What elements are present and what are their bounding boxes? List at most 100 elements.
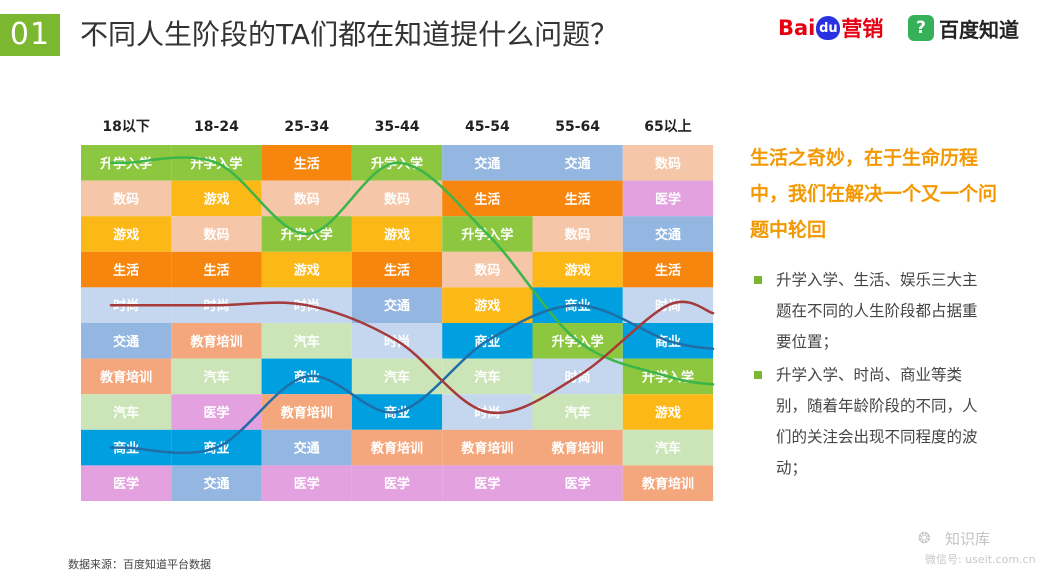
cell-label: 汽车: [384, 369, 410, 385]
cell-label: 生活: [565, 191, 591, 207]
logo-zhidao-text: 百度知道: [939, 17, 1019, 42]
table-cell: [261, 465, 352, 501]
cell-label: 数码: [384, 191, 410, 207]
table-cell: [261, 180, 352, 217]
cell-label: 教育培训: [551, 441, 604, 457]
wechat-icon: ❂: [918, 529, 931, 547]
table-cell: [622, 216, 714, 252]
table-cell: [532, 394, 623, 430]
cell-label: 游戏: [565, 263, 591, 279]
cell-label: 教育培训: [99, 369, 152, 385]
page-title: 不同人生阶段的TA们都在知道提什么问题？: [80, 18, 619, 51]
bullet-item: 升学入学、生活、娱乐三大主题在不同的人生阶段都占据重要位置；: [754, 265, 984, 358]
section-number-badge: 01: [0, 14, 60, 56]
column-header: 18以下: [102, 119, 149, 135]
cell-label: 数码: [294, 191, 320, 207]
cell-label: 医学: [384, 476, 410, 492]
trend-line: [109, 300, 715, 415]
watermark-id: 微信号: useit.com.cn: [925, 553, 1036, 566]
table-cell: [532, 251, 623, 288]
table-cell: [622, 251, 714, 288]
cell-label: 交通: [565, 156, 591, 172]
table-cell: [442, 180, 533, 217]
cell-label: 教育培训: [460, 441, 513, 457]
cell-label: 交通: [203, 476, 229, 492]
table-cell: [532, 180, 623, 217]
cell-label: 生活: [474, 191, 500, 207]
cell-label: 交通: [384, 298, 410, 314]
table-cell: [622, 429, 714, 466]
cell-label: 教育培训: [189, 334, 242, 350]
question-mark-icon: ?: [908, 15, 934, 41]
cell-label: 生活: [655, 263, 681, 279]
table-cell: [351, 429, 443, 466]
trend-line: [109, 156, 715, 386]
cell-label: 生活: [113, 263, 139, 279]
cell-label: 医学: [203, 405, 229, 421]
table-cell: [442, 287, 533, 323]
table-cell: [261, 394, 352, 430]
table-cell: [532, 216, 623, 252]
cell-label: 游戏: [384, 227, 410, 243]
watermark-name: 知识库: [945, 530, 991, 548]
table-cell: [351, 465, 443, 501]
cell-label: 生活: [294, 156, 320, 172]
table-cell: [81, 394, 172, 430]
table-cell: [622, 465, 714, 501]
cell-label: 交通: [294, 441, 320, 457]
table-cell: [261, 429, 352, 466]
table-cell: [171, 251, 262, 288]
logo-paw-icon: du: [816, 16, 841, 40]
column-header: 25-34: [284, 119, 329, 135]
table-cell: [171, 216, 262, 252]
cell-label: 游戏: [655, 405, 681, 421]
cell-label: 汽车: [655, 441, 681, 457]
table-cell: [261, 251, 352, 288]
cell-label: 数码: [655, 156, 681, 172]
logo-bai-text: Bai: [778, 16, 816, 40]
baidu-zhidao-logo: ? 百度知道: [908, 10, 1019, 46]
bullet-square-icon: [754, 371, 762, 379]
sidebar-bullet-list: 升学入学、生活、娱乐三大主题在不同的人生阶段都占据重要位置； 升学入学、时尚、商…: [754, 265, 984, 486]
table-cell: [171, 465, 262, 501]
logo-marketing-text: 营销: [841, 17, 884, 41]
table-cell: [532, 145, 623, 181]
cell-label: 数码: [113, 191, 139, 207]
cell-label: 医学: [655, 191, 681, 207]
cell-label: 游戏: [203, 191, 229, 207]
table-cell: [81, 180, 172, 217]
bullet-text: 升学入学、时尚、商业等类别，随着年龄阶段的不同，人们的关注会出现不同程度的波动；: [776, 366, 978, 477]
bullet-text: 升学入学、生活、娱乐三大主题在不同的人生阶段都占据重要位置；: [776, 271, 978, 351]
cell-label: 汽车: [203, 369, 229, 385]
table-cell: [171, 358, 262, 395]
table-cell: [81, 358, 172, 395]
bullet-item: 升学入学、时尚、商业等类别，随着年龄阶段的不同，人们的关注会出现不同程度的波动；: [754, 360, 984, 484]
table-cell: [81, 465, 172, 501]
cell-label: 生活: [384, 263, 410, 279]
table-cell: [442, 429, 533, 466]
table-cell: [351, 216, 443, 252]
table-cell: [532, 465, 623, 501]
table-cell: [81, 323, 172, 359]
baidu-marketing-logo: Bai du 营销: [778, 8, 883, 48]
cell-label: 游戏: [113, 227, 139, 243]
cell-label: 医学: [294, 476, 320, 492]
cell-label: 汽车: [565, 405, 591, 421]
data-source-note: 数据来源：百度知道平台数据: [68, 558, 211, 571]
column-header: 45-54: [465, 119, 510, 135]
table-cell: [81, 251, 172, 288]
column-header: 65以上: [644, 119, 691, 135]
cell-label: 医学: [113, 476, 139, 492]
table-cell: [622, 394, 714, 430]
cell-label: 医学: [474, 476, 500, 492]
cell-label: 医学: [565, 476, 591, 492]
table-cell: [261, 323, 352, 359]
table-cell: [442, 145, 533, 181]
cell-label: 数码: [565, 227, 591, 243]
table-cell: [351, 287, 443, 323]
cell-label: 交通: [113, 334, 139, 350]
table-cell: [171, 323, 262, 359]
cell-label: 游戏: [474, 298, 500, 314]
table-cell: [532, 429, 623, 466]
